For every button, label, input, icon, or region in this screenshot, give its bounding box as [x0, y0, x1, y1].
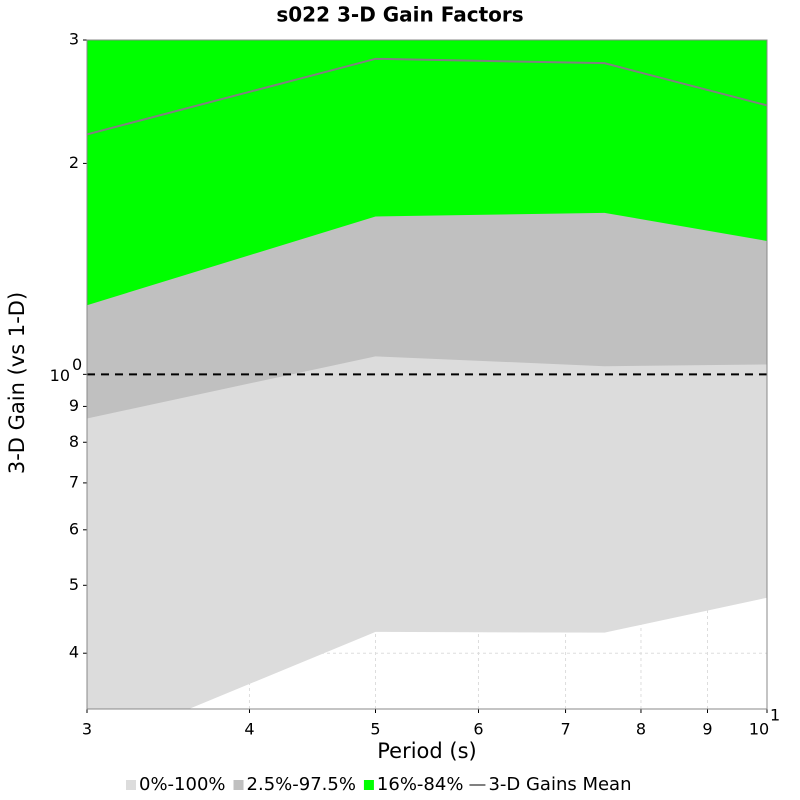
- tick-label: 5: [370, 720, 380, 739]
- tick-label: 3: [69, 30, 79, 49]
- tick-label: 7: [69, 472, 79, 491]
- y-axis-label: 3-D Gain (vs 1-D): [5, 292, 29, 474]
- tick-label: 3: [82, 720, 92, 739]
- legend-label: 16%-84%: [377, 774, 464, 795]
- tick-label: 2: [69, 153, 79, 172]
- plot-frame: [86, 39, 768, 710]
- tick-label: 5: [69, 575, 79, 594]
- legend-label: 2.5%-97.5%: [247, 774, 356, 795]
- tick-label: 6: [473, 720, 483, 739]
- mean-line: [87, 57, 767, 136]
- tick-label: 4: [244, 720, 254, 739]
- tick-label: 10: [50, 366, 70, 385]
- tick-label: 8: [69, 432, 79, 451]
- tick-label: 9: [69, 396, 79, 415]
- tick-label: 4: [69, 643, 79, 662]
- tick-label: 9: [702, 720, 712, 739]
- tick-exponent: 0: [72, 355, 82, 374]
- tick-exponent: 1: [770, 706, 780, 725]
- chart-title: s022 3-D Gain Factors: [276, 3, 523, 27]
- legend-swatch: [126, 780, 136, 790]
- x-axis-label: Period (s): [377, 739, 476, 763]
- tick-label: 10: [749, 720, 769, 739]
- legend-label: 0%-100%: [139, 774, 226, 795]
- band-area: [87, 40, 767, 306]
- legend-swatch: [363, 780, 374, 790]
- legend-label: 3-D Gains Mean: [488, 774, 631, 795]
- legend-swatch: [233, 780, 244, 790]
- tick-label: 6: [69, 519, 79, 538]
- tick-label: 7: [560, 720, 570, 739]
- tick-label: 8: [636, 720, 646, 739]
- plot: [87, 40, 767, 709]
